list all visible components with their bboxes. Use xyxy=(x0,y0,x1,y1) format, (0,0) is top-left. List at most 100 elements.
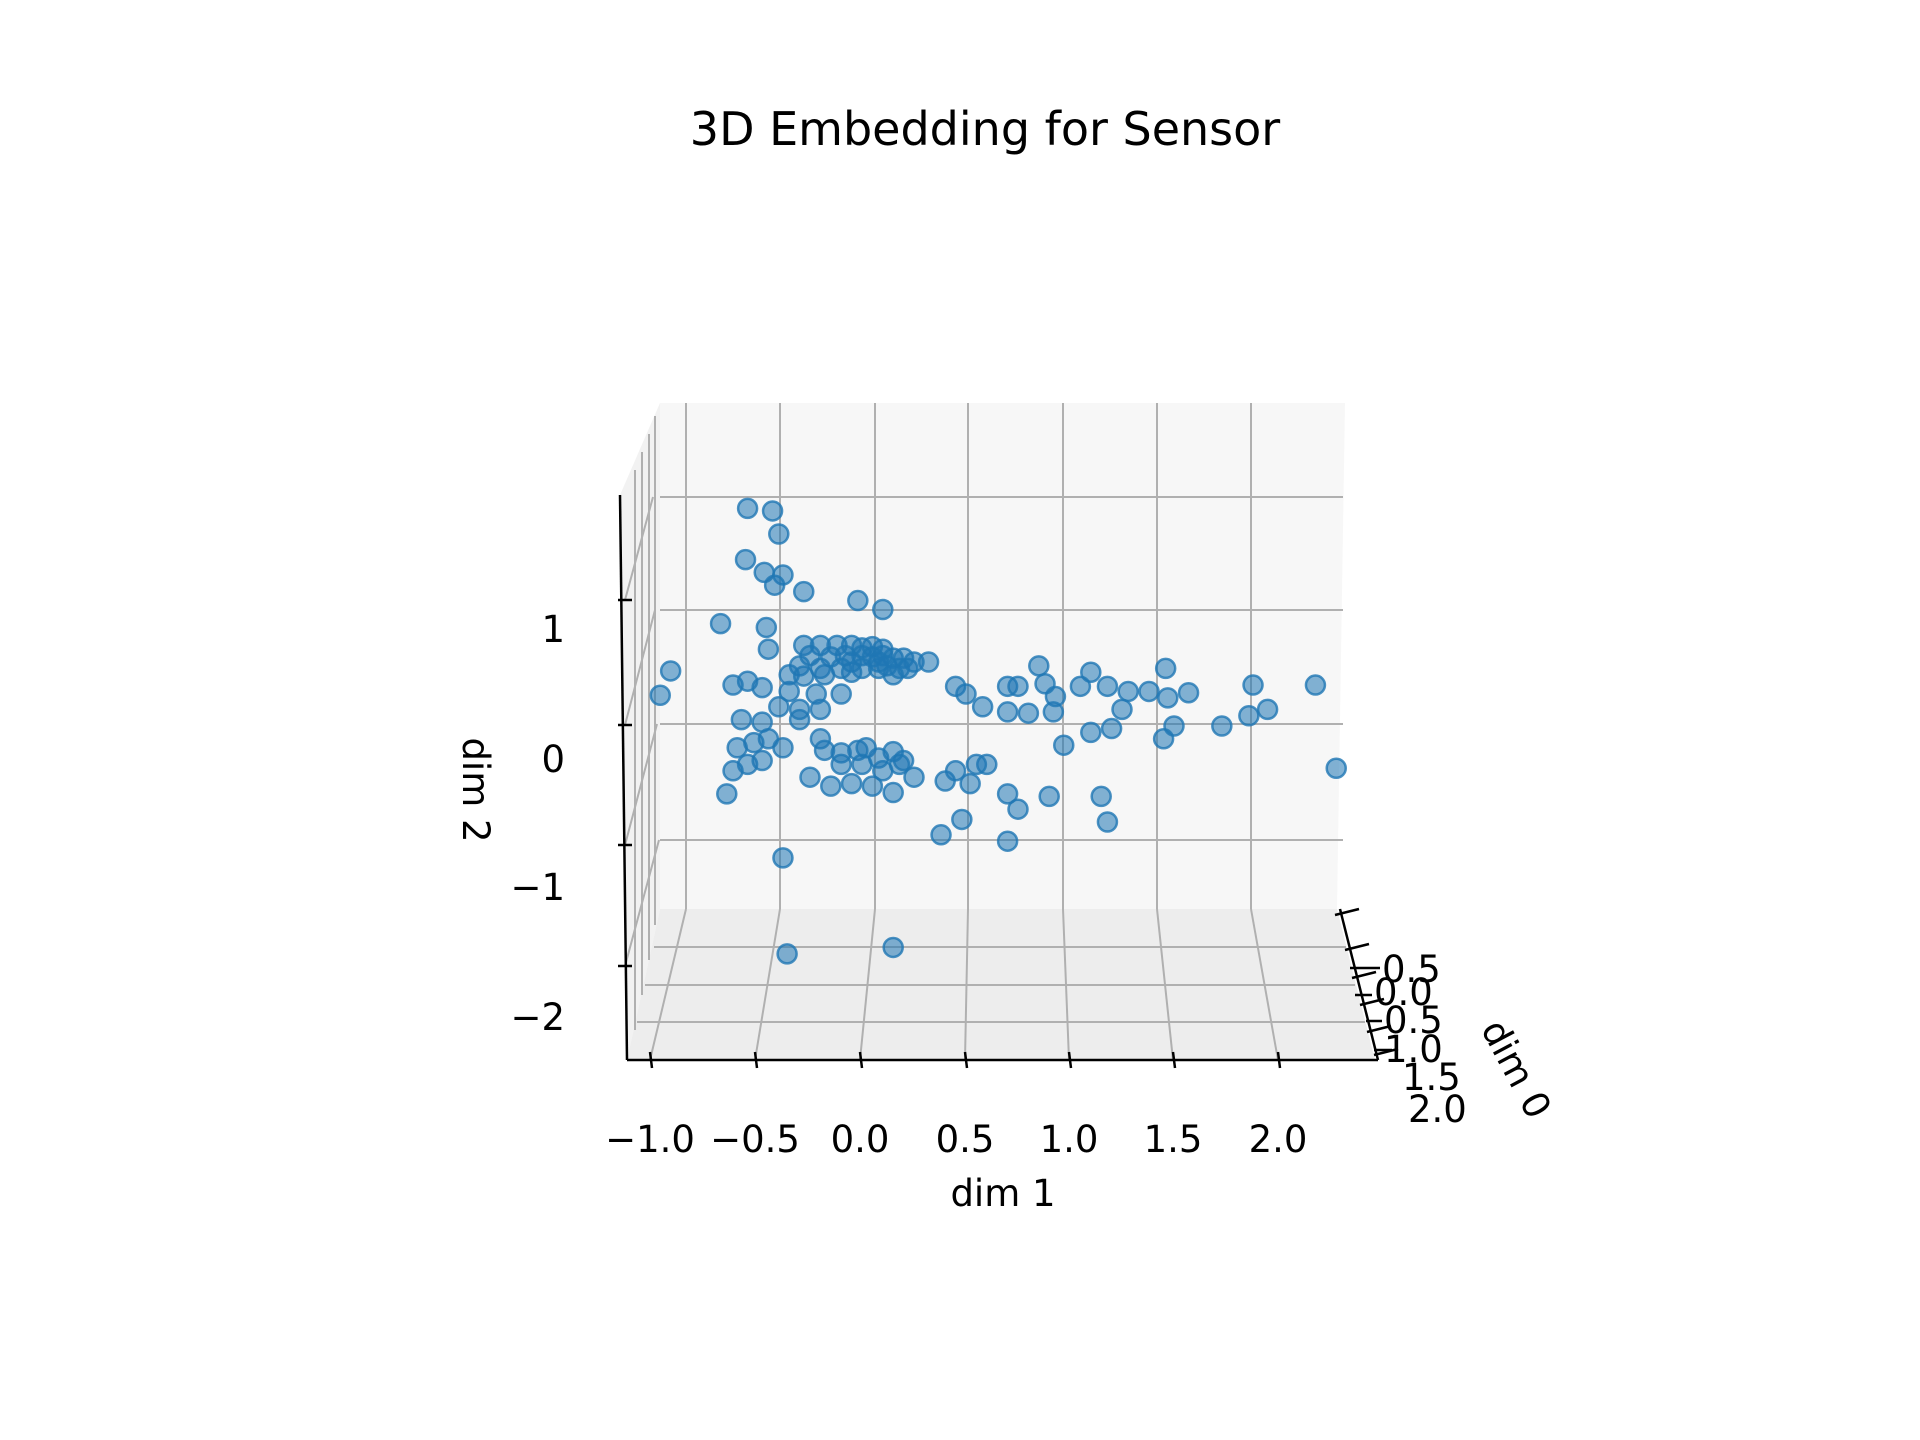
x-axis-label: dim 1 xyxy=(950,1172,1055,1215)
scatter-point xyxy=(903,766,925,788)
scatter-point xyxy=(917,651,940,673)
x-tick-label-6: 2.0 xyxy=(1249,1118,1308,1161)
scatter-point xyxy=(809,698,832,721)
scatter-point xyxy=(751,749,773,772)
x-tick-0 xyxy=(648,1051,654,1069)
y-tick-label-3: −2 xyxy=(510,996,565,1039)
scatter-point xyxy=(755,616,778,639)
scatter-point xyxy=(716,783,738,805)
scatter-point xyxy=(1177,681,1200,704)
scatter-point xyxy=(951,808,973,831)
scatter-point xyxy=(1157,687,1179,709)
scatter-point xyxy=(882,664,904,686)
scatter-point xyxy=(840,772,863,795)
x-tick-label-3: 0.5 xyxy=(936,1118,995,1161)
y-axis-label: dim 2 xyxy=(454,737,497,842)
grid-lines xyxy=(624,403,1365,1061)
z-tick-5 xyxy=(1373,1047,1399,1057)
scatter-point xyxy=(813,664,836,686)
x-tick-label-5: 1.5 xyxy=(1144,1118,1203,1161)
x-tick-3 xyxy=(963,1051,969,1069)
scatter-point xyxy=(1154,657,1177,680)
scatter-point xyxy=(996,783,1019,805)
scatter-point xyxy=(840,661,863,683)
scatter-point xyxy=(1138,680,1160,703)
scatter-point xyxy=(757,638,780,660)
scatter-point xyxy=(872,598,894,621)
z-tick-label-2: 0.5 xyxy=(1384,999,1443,1042)
x-tick-1 xyxy=(753,1051,759,1069)
scatter-point xyxy=(761,500,784,522)
y-tick-label-0: 1 xyxy=(541,608,565,651)
x-tick-label-1: −0.5 xyxy=(710,1118,800,1161)
scatter-point xyxy=(730,708,753,731)
scatter-point xyxy=(751,676,773,699)
scatter-point xyxy=(1080,661,1102,683)
scatter-point xyxy=(1080,721,1102,744)
scatter-point xyxy=(959,772,981,795)
scatter-point xyxy=(1017,702,1040,724)
scatter-point xyxy=(1238,705,1260,727)
scatter-points xyxy=(649,497,1347,965)
z-tick-0 xyxy=(1334,907,1360,917)
scatter-point xyxy=(1256,698,1279,721)
scatter-point xyxy=(888,753,911,776)
scatter-point xyxy=(944,760,967,782)
axis-panes xyxy=(620,403,1375,1060)
scatter-point xyxy=(768,696,790,718)
scatter-point xyxy=(778,680,800,703)
z-axis-line xyxy=(1338,908,1380,1061)
x-tick-label-4: 1.0 xyxy=(1040,1118,1099,1161)
scatter-point xyxy=(763,574,786,596)
z-tick-2 xyxy=(1351,970,1377,980)
scatter-point xyxy=(734,548,757,571)
z-axis-label: dim 0 xyxy=(1472,1013,1559,1126)
scatter-point xyxy=(867,651,890,673)
z-tick-label-1: 0.0 xyxy=(1374,971,1433,1014)
scatter-point xyxy=(971,696,994,718)
scatter-point xyxy=(1117,680,1139,703)
scatter-point xyxy=(1090,785,1112,808)
scatter-point xyxy=(1042,701,1065,723)
scatter-point xyxy=(861,775,884,797)
scatter-point xyxy=(1007,798,1029,820)
scatter-point xyxy=(726,737,748,759)
x-tick-5 xyxy=(1171,1051,1177,1069)
scatter-point xyxy=(1211,715,1233,737)
tick-labels: −1.0 −0.5 0.0 0.5 1.0 1.5 2.010−1−20.50.00.51.… xyxy=(510,608,1466,1161)
scatter-point xyxy=(1242,674,1264,696)
z-tick-label-4: 1.5 xyxy=(1402,1056,1461,1099)
chart-title: 3D Embedding for Sensor xyxy=(690,102,1280,156)
scatter-point xyxy=(736,497,759,520)
x-tick-4 xyxy=(1067,1051,1073,1069)
scatter-point xyxy=(955,683,977,705)
scatter-point xyxy=(793,665,815,687)
scatter-point xyxy=(1096,675,1119,698)
z-tick-4 xyxy=(1366,1024,1392,1034)
scatter-point xyxy=(776,943,798,965)
scatter-point xyxy=(772,847,794,869)
z-tick-label-0: 0.5 xyxy=(1382,948,1441,991)
scatter-point xyxy=(1100,717,1123,740)
scatter-point xyxy=(1007,675,1029,698)
scatter-point xyxy=(1163,715,1185,737)
scatter-point xyxy=(709,612,732,635)
scatter-point xyxy=(1111,698,1133,721)
scatter-point xyxy=(1325,757,1347,779)
z-tick-label-5: 2.0 xyxy=(1408,1088,1467,1131)
scatter-point xyxy=(830,683,852,705)
scatter-point xyxy=(1096,811,1119,833)
axis-lines xyxy=(618,494,1399,1069)
scatter-point xyxy=(659,660,682,682)
z-tick-1 xyxy=(1344,942,1370,952)
z-tick-label-3: 1.0 xyxy=(1384,1028,1443,1071)
scatter-point xyxy=(772,737,794,759)
scatter-point xyxy=(649,684,671,707)
scatter-point xyxy=(851,753,873,776)
x-tick-2 xyxy=(858,1051,864,1069)
scatter-point xyxy=(1069,675,1092,698)
y-tick-label-1: 0 xyxy=(541,738,565,781)
scatter-point xyxy=(830,753,852,776)
